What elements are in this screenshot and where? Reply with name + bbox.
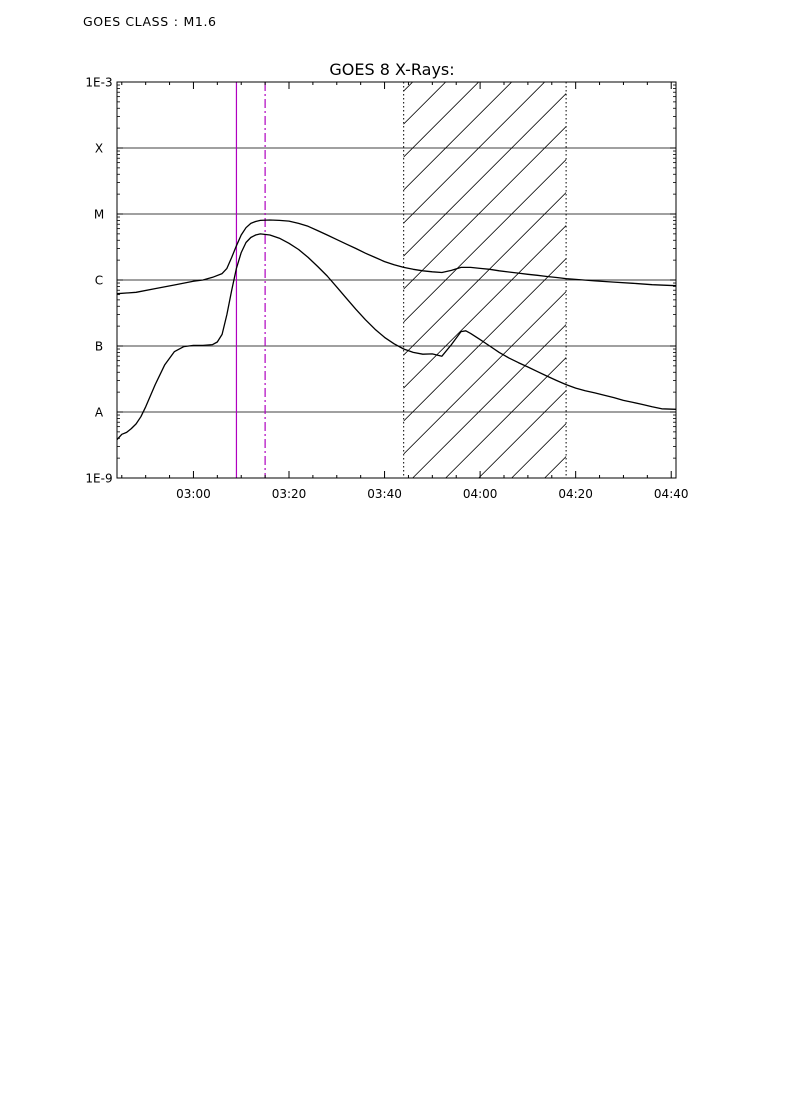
x-tick-label: 04:40 [654, 487, 689, 501]
chart-title: GOES 8 X-Rays: [329, 60, 454, 79]
event-markers [235, 82, 266, 478]
y-tick-label: M [94, 208, 104, 222]
hatch-line [403, 191, 567, 356]
y-tick-label: 1E-3 [85, 76, 112, 90]
hatch-line [445, 356, 567, 478]
hatch-line [0, 58, 404, 478]
goes-class-caption: GOES CLASS [83, 14, 169, 29]
hatch-line [611, 58, 790, 478]
hatch-line [403, 82, 546, 224]
x-tick-label: 03:00 [176, 487, 211, 501]
x-tick-label: 04:20 [558, 487, 593, 501]
hatch-line [403, 257, 567, 422]
hatch-line [478, 389, 567, 478]
series-lines [116, 219, 677, 441]
goes-class-label: GOES CLASS: M1.6 [83, 14, 217, 29]
hatch-line [412, 323, 567, 478]
hatch-line [403, 290, 567, 455]
y-tick-label: A [95, 406, 104, 420]
hatch-line [544, 455, 567, 478]
series-line-high-energy [116, 233, 677, 441]
y-tick-label: B [95, 340, 103, 354]
x-tick-label: 04:00 [463, 487, 498, 501]
series-line-low-energy [116, 219, 677, 295]
hatch-line [511, 422, 567, 478]
hatch-line [403, 224, 567, 389]
y-tick-label: C [95, 274, 103, 288]
goes-class-value: M1.6 [183, 14, 217, 29]
x-tick-label: 03:40 [367, 487, 402, 501]
hatch-line [403, 125, 567, 290]
hatch-line [403, 82, 513, 191]
hatch-line [403, 92, 567, 257]
goes-class-separator: : [173, 14, 179, 29]
x-tick-label: 03:20 [272, 487, 307, 501]
goes-xray-chart: GOES 8 X-Rays: 1E-3 X M C B A 1E-9 03:00 03:20 03… [0, 58, 790, 502]
hatch-line [710, 58, 790, 478]
axes: 1E-3 X M C B A 1E-9 03:00 03:20 03:40 04:00 04:20 04… [85, 76, 688, 502]
y-tick-label: 1E-9 [85, 472, 112, 486]
hatch-line [403, 82, 480, 158]
hatch-line [776, 58, 790, 478]
hatch-line [578, 58, 790, 478]
hatch-line [743, 58, 790, 478]
hatch-line [644, 58, 790, 478]
hatch-line [677, 58, 790, 478]
y-tick-label: X [95, 142, 103, 156]
